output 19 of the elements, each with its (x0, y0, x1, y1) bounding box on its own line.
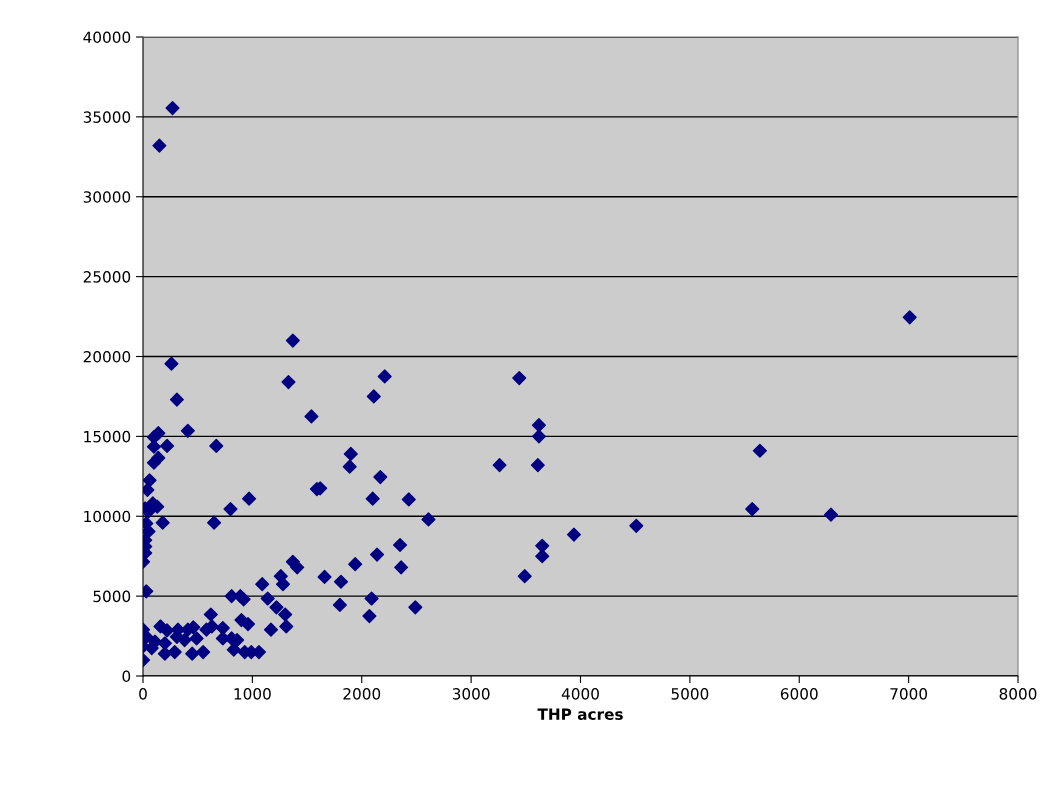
y-tick-label: 40000 (83, 31, 131, 44)
x-tick-label: 8000 (999, 688, 1037, 700)
x-tick-label: 4000 (561, 688, 599, 700)
x-tick-label: 7000 (890, 688, 928, 700)
y-tick-label: 30000 (83, 191, 131, 203)
x-tick-label: 5000 (671, 688, 709, 700)
x-tick-label: 3000 (452, 688, 490, 700)
y-tick-label: 0 (122, 670, 131, 683)
y-tick-label: 15000 (84, 430, 131, 443)
y-tick-label: 5000 (93, 590, 131, 603)
y-tick-label: 10000 (84, 510, 131, 523)
y-tick-label: 20000 (83, 350, 131, 363)
x-tick-label: 0 (139, 688, 147, 700)
y-tick-label: 25000 (83, 271, 131, 283)
x-axis-title: THP acres (537, 708, 623, 720)
y-tick-label: 35000 (83, 111, 131, 123)
x-tick-label: 6000 (780, 688, 818, 700)
x-tick-label: 1000 (234, 688, 271, 700)
x-tick-label: 2000 (343, 688, 381, 700)
